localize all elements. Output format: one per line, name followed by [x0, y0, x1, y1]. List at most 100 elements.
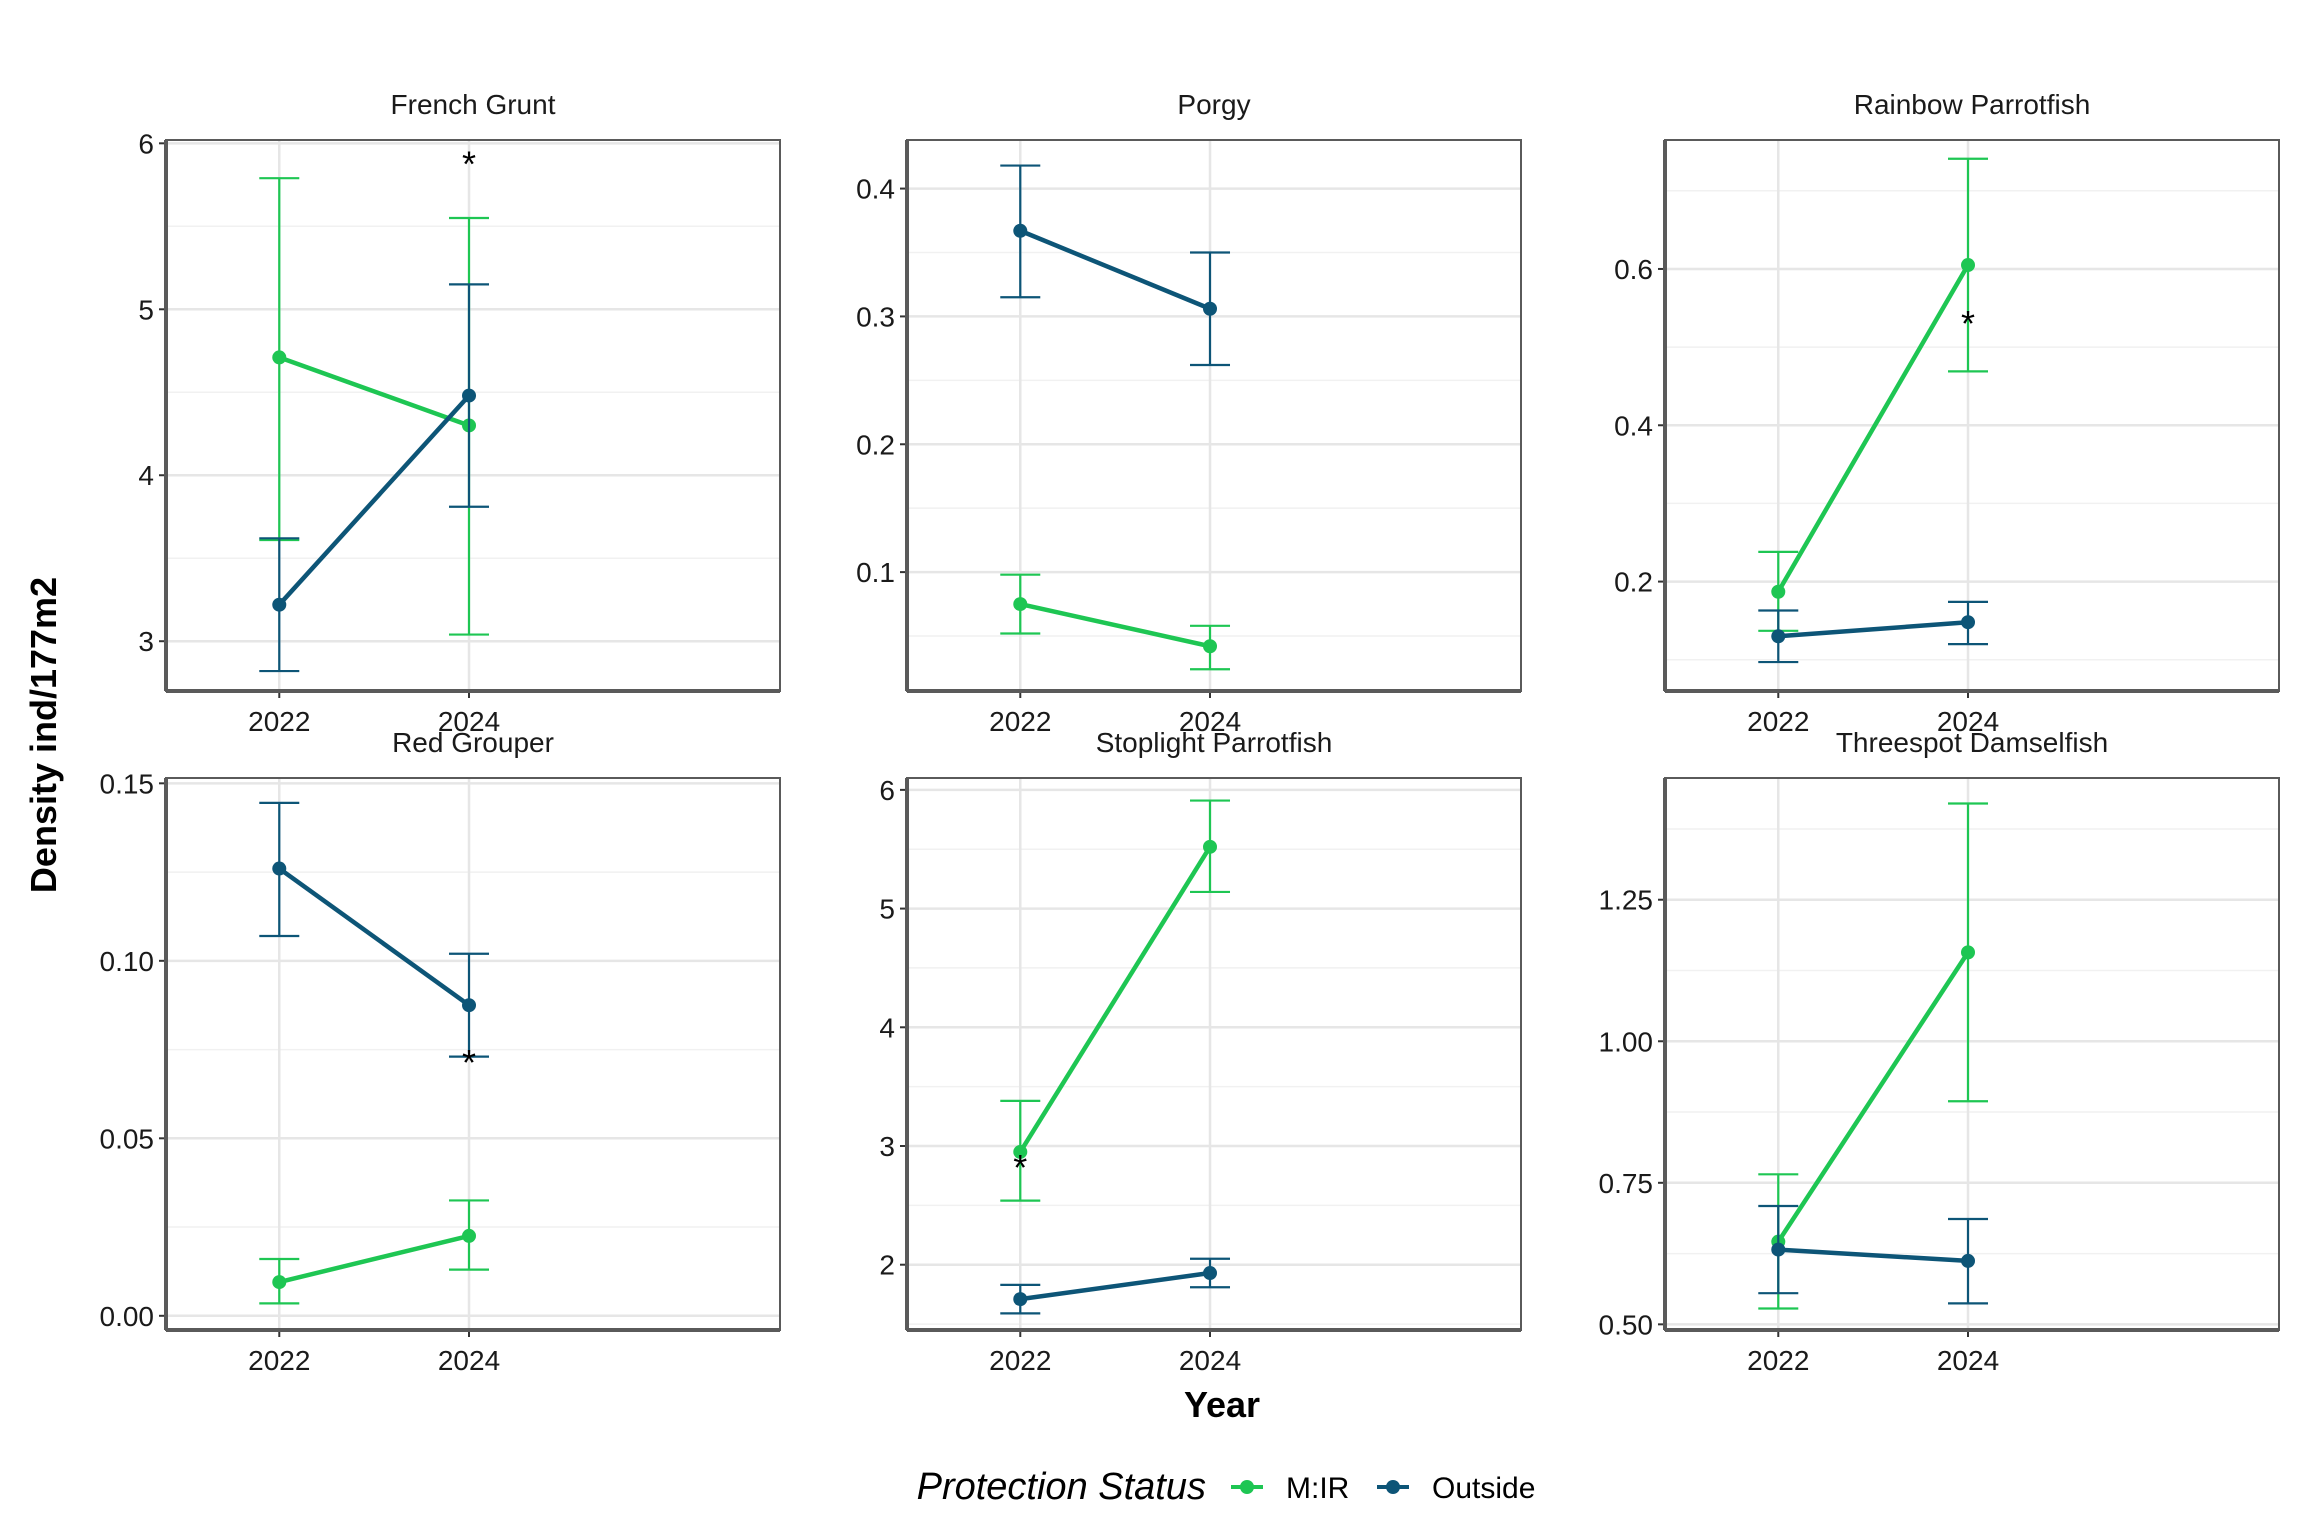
data-point — [1013, 1144, 1028, 1159]
data-point — [1013, 1292, 1028, 1307]
x-tick-label: 2022 — [1747, 1345, 1809, 1376]
series-line — [1778, 619, 1969, 639]
series-mir — [1000, 799, 1231, 1202]
legend-key-mir — [1231, 1480, 1263, 1494]
x-tick-label: 2024 — [438, 706, 500, 737]
y-tick-label: 0.4 — [856, 174, 895, 205]
legend-key-outside — [1377, 1480, 1409, 1494]
y-tick-label: 1.25 — [1599, 885, 1654, 916]
legend-key-mir-point — [1240, 1480, 1254, 1494]
data-point — [272, 350, 287, 365]
y-tick-label: 5 — [879, 894, 895, 925]
panel-title: Stoplight Parrotfish — [1096, 727, 1333, 758]
data-point — [1013, 223, 1028, 238]
series-mir — [259, 1199, 490, 1305]
series-line — [1019, 1270, 1211, 1302]
y-tick-label: 4 — [879, 1012, 895, 1043]
y-tick-label: 0.3 — [856, 301, 895, 332]
panel-title: French Grunt — [391, 89, 556, 120]
y-tick-label: 2 — [879, 1250, 895, 1281]
data-point — [1013, 597, 1028, 612]
data-point — [1203, 301, 1218, 316]
panel-2: Porgy 0.1 0.2 0.3 0.4 2022 2024 — [856, 89, 1522, 737]
data-point — [1961, 258, 1976, 273]
x-tick-label: 2022 — [989, 1345, 1051, 1376]
data-point — [1771, 1242, 1786, 1257]
data-point — [1203, 1266, 1218, 1281]
data-point — [1961, 615, 1976, 630]
significance-marker: * — [1013, 1147, 1027, 1188]
panel-1: French Grunt 3 4 5 6 2022 2024 * — [138, 89, 781, 737]
plot-background — [1665, 140, 2279, 691]
panel-title: Red Grouper — [392, 727, 554, 758]
series-line — [1019, 228, 1211, 311]
data-point — [1203, 639, 1218, 654]
y-tick-label: 3 — [879, 1131, 895, 1162]
plot-background — [907, 778, 1521, 1330]
y-tick-label: 0.4 — [1614, 410, 1653, 441]
y-tick-label: 0.50 — [1599, 1309, 1654, 1340]
plot-background — [166, 140, 780, 691]
series-outside — [259, 801, 490, 1058]
data-point — [462, 1228, 477, 1243]
plot-background — [907, 140, 1521, 691]
y-tick-label: 1.00 — [1599, 1026, 1654, 1057]
data-point — [462, 998, 477, 1013]
x-axis-title: Year — [1184, 1384, 1260, 1425]
legend-label-mir: M:IR — [1286, 1472, 1349, 1505]
panel-title: Porgy — [1177, 89, 1250, 120]
legend-label-outside: Outside — [1432, 1472, 1535, 1505]
y-tick-label: 0.00 — [100, 1301, 155, 1332]
series-line — [278, 355, 470, 428]
y-tick-label: 5 — [138, 294, 154, 325]
x-tick-label: 2022 — [989, 706, 1051, 737]
panel-5: Stoplight Parrotfish 2 3 4 5 6 2022 2024 * — [879, 727, 1522, 1376]
data-point — [1771, 584, 1786, 599]
facet-panels: French Grunt 3 4 5 6 2022 2024 * Porgy 0.1 0.2 0.3 0… — [100, 89, 2280, 1376]
series-outside — [1000, 164, 1231, 367]
data-point — [1203, 839, 1218, 854]
y-tick-label: 0.6 — [1614, 254, 1653, 285]
x-tick-label: 2024 — [1937, 1345, 1999, 1376]
y-tick-label: 0.2 — [1614, 567, 1653, 598]
x-tick-label: 2022 — [248, 1345, 310, 1376]
series-line — [278, 1233, 470, 1285]
series-outside — [1758, 600, 1989, 664]
series-outside — [1000, 1257, 1231, 1315]
y-tick-label: 0.05 — [100, 1123, 155, 1154]
panel-4: Red Grouper 0.00 0.05 0.10 0.15 2022 2024 * — [100, 727, 781, 1376]
significance-marker: * — [462, 144, 476, 185]
x-tick-label: 2024 — [1937, 706, 1999, 737]
series-line — [277, 866, 471, 1008]
panel-3: Rainbow Parrotfish 0.2 0.4 0.6 2022 2024 * — [1614, 89, 2280, 737]
data-point — [272, 861, 287, 876]
plot-background — [1665, 778, 2279, 1330]
y-tick-label: 4 — [138, 460, 154, 491]
data-point — [1961, 945, 1976, 960]
series-line — [1019, 601, 1211, 649]
data-point — [272, 597, 287, 612]
y-tick-label: 0.1 — [856, 557, 895, 588]
legend-title: Protection Status — [917, 1466, 1206, 1508]
x-tick-label: 2022 — [248, 706, 310, 737]
series-line — [1778, 1247, 1969, 1264]
data-point — [1961, 1253, 1976, 1268]
legend-key-outside-point — [1386, 1480, 1400, 1494]
y-tick-label: 6 — [138, 128, 154, 159]
x-tick-label: 2024 — [438, 1345, 500, 1376]
y-tick-label: 3 — [138, 626, 154, 657]
significance-marker: * — [462, 1042, 476, 1083]
x-tick-label: 2024 — [1179, 706, 1241, 737]
y-tick-label: 0.10 — [100, 946, 155, 977]
series-line — [1776, 263, 1970, 593]
y-tick-label: 0.75 — [1599, 1168, 1654, 1199]
y-tick-label: 6 — [879, 775, 895, 806]
data-point — [462, 388, 477, 403]
series-outside — [1758, 1204, 1989, 1305]
series-line — [1776, 951, 1970, 1243]
data-point — [272, 1275, 287, 1290]
series-mir — [1000, 573, 1231, 671]
y-tick-label: 0.2 — [856, 429, 895, 460]
panel-title: Rainbow Parrotfish — [1854, 89, 2091, 120]
